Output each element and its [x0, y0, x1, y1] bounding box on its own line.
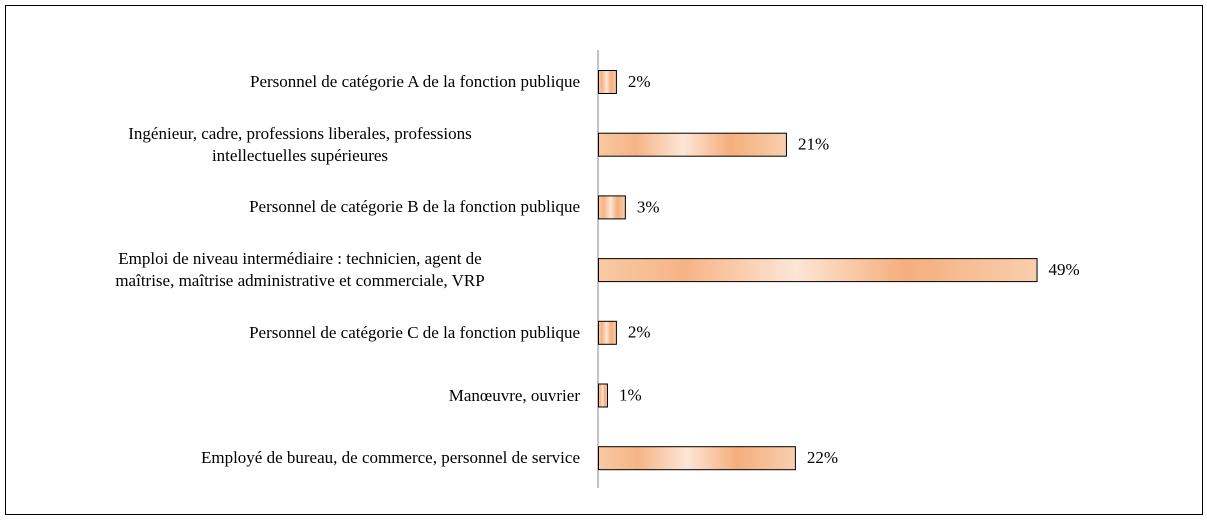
chart-frame: [5, 5, 1203, 515]
bar: [598, 446, 796, 471]
value-label: 2%: [628, 323, 651, 342]
bar: [598, 132, 787, 157]
value-label: 49%: [1049, 260, 1080, 279]
bar: [598, 258, 1038, 283]
category-label: Emploi de niveau intermédiaire : technic…: [115, 249, 485, 291]
bar: [598, 383, 608, 408]
category-label: Personnel de catégorie A de la fonction …: [250, 72, 580, 91]
bar: [598, 195, 626, 220]
value-label: 21%: [798, 135, 829, 154]
bar: [598, 70, 617, 94]
category-label: Employé de bureau, de commerce, personne…: [200, 448, 580, 468]
value-label: 2%: [628, 72, 651, 91]
category-label: Ingénieur, cadre, professions liberales,…: [128, 123, 472, 165]
category-label: Manœuvre, ouvrier: [448, 385, 580, 405]
bar: [598, 320, 617, 345]
value-label: 3%: [637, 197, 660, 216]
category-label: Personnel de catégorie B de la fonction …: [249, 197, 580, 217]
value-label: 22%: [807, 448, 838, 467]
value-label: 1%: [619, 385, 642, 404]
category-label: Personnel de catégorie C de la fonction …: [249, 322, 580, 342]
